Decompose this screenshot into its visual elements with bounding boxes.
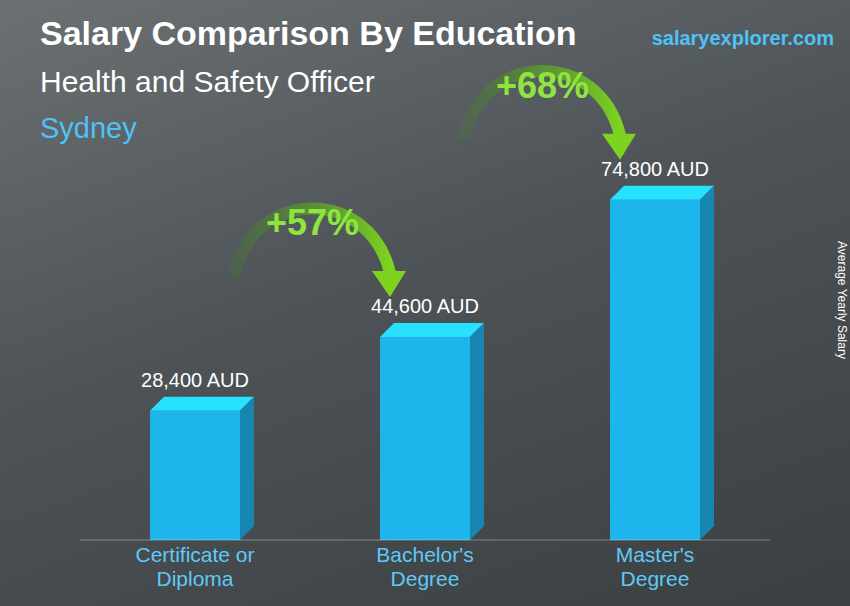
svg-text:Health and Safety Officer: Health and Safety Officer [40, 65, 375, 98]
svg-text:Bachelor'sDegree: Bachelor'sDegree [376, 543, 473, 590]
svg-text:28,400 AUD: 28,400 AUD [141, 369, 249, 391]
svg-text:Master'sDegree: Master'sDegree [616, 543, 695, 590]
svg-text:74,800 AUD: 74,800 AUD [601, 158, 709, 180]
svg-text:+57%: +57% [266, 202, 359, 243]
svg-text:Sydney: Sydney [40, 112, 137, 144]
svg-text:Average Yearly Salary: Average Yearly Salary [835, 241, 842, 359]
svg-text:44,600 AUD: 44,600 AUD [371, 295, 479, 317]
svg-text:+68%: +68% [496, 65, 589, 106]
svg-text:Certificate orDiploma: Certificate orDiploma [135, 543, 254, 590]
svg-text:Salary Comparison By Education: Salary Comparison By Education [40, 14, 577, 52]
svg-text:salaryexplorer.com: salaryexplorer.com [652, 27, 834, 49]
